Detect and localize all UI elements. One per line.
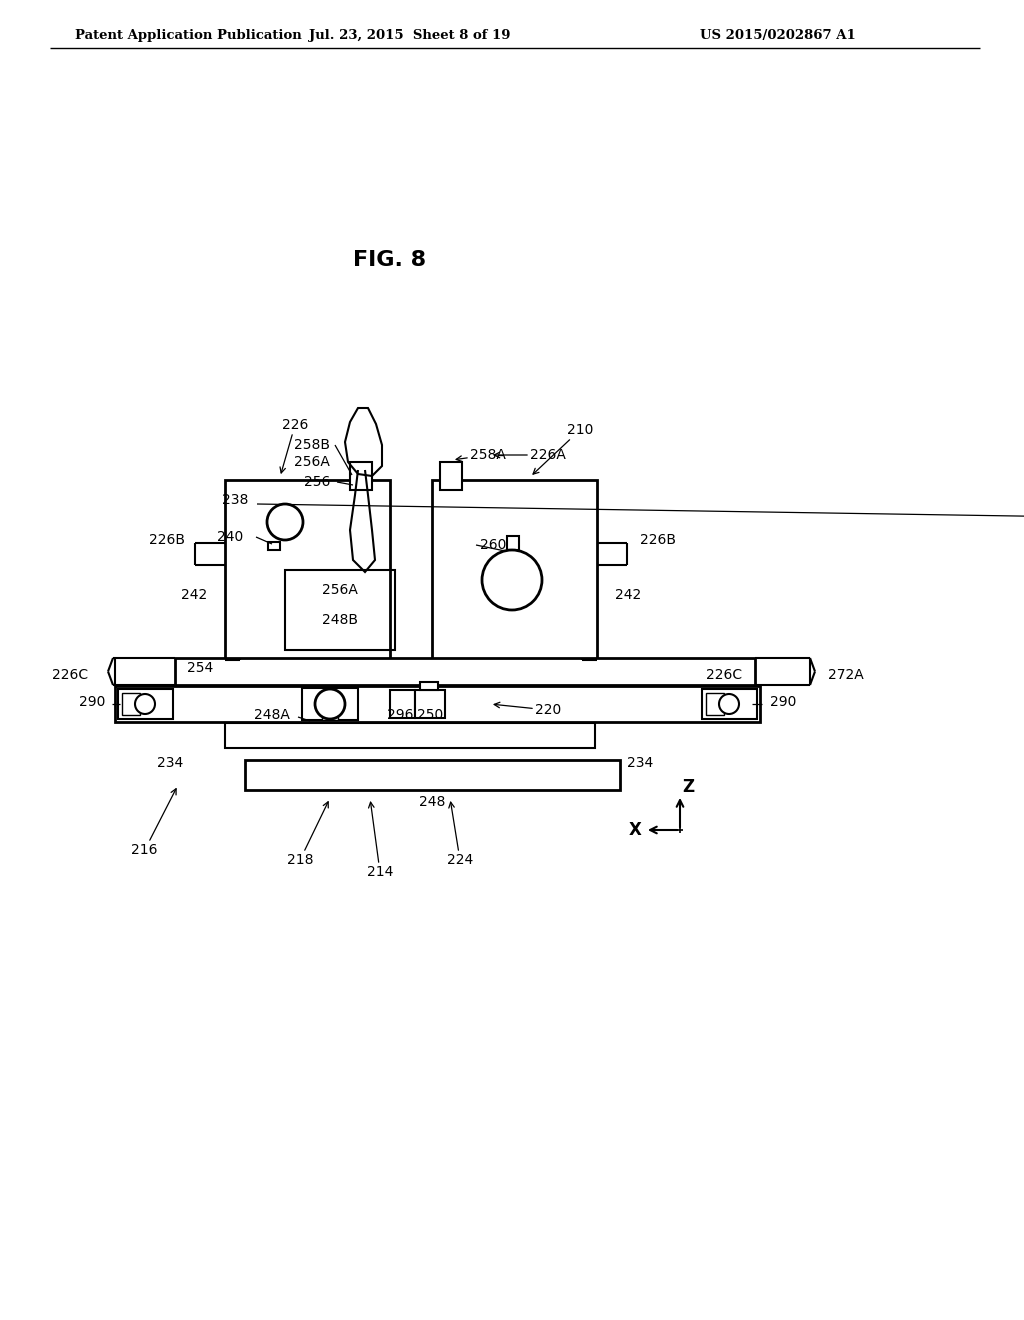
Text: 226: 226: [280, 418, 308, 473]
Bar: [122, 693, 140, 715]
Bar: [420, 682, 438, 690]
Text: FIG. 8: FIG. 8: [353, 249, 427, 271]
Bar: [432, 480, 597, 660]
Text: X: X: [629, 821, 641, 840]
Text: 256A: 256A: [294, 455, 330, 469]
Circle shape: [267, 504, 303, 540]
Bar: [706, 693, 724, 715]
Text: 220: 220: [495, 702, 561, 717]
Text: 234: 234: [627, 756, 653, 770]
Bar: [268, 543, 280, 550]
Text: 254: 254: [186, 661, 213, 675]
Text: 238: 238: [221, 492, 248, 507]
Circle shape: [135, 694, 155, 714]
Text: 218: 218: [287, 801, 329, 867]
Text: 242: 242: [181, 587, 207, 602]
Circle shape: [719, 694, 739, 714]
Text: 226B: 226B: [150, 533, 185, 546]
Bar: [507, 536, 519, 550]
Text: 256: 256: [304, 475, 330, 488]
Text: US 2015/0202867 A1: US 2015/0202867 A1: [700, 29, 856, 41]
Text: Patent Application Publication: Patent Application Publication: [75, 29, 302, 41]
Bar: [175, 657, 755, 685]
Bar: [390, 690, 415, 718]
Text: 256A: 256A: [323, 583, 358, 597]
Text: Jul. 23, 2015  Sheet 8 of 19: Jul. 23, 2015 Sheet 8 of 19: [309, 29, 511, 41]
Bar: [440, 462, 462, 490]
Text: 240: 240: [217, 531, 243, 544]
Text: 242: 242: [615, 587, 641, 602]
Bar: [415, 690, 445, 718]
Bar: [350, 462, 372, 490]
Circle shape: [482, 550, 542, 610]
Text: 248: 248: [419, 795, 445, 809]
Text: 258B: 258B: [294, 438, 330, 451]
Text: 234: 234: [157, 756, 183, 770]
Text: 258A: 258A: [456, 447, 506, 462]
Text: 226B: 226B: [640, 533, 676, 546]
Bar: [225, 480, 390, 660]
Text: 214: 214: [367, 803, 393, 879]
Text: 226A: 226A: [495, 447, 566, 462]
Text: 250: 250: [417, 708, 443, 722]
Bar: [245, 760, 620, 789]
Text: 272A: 272A: [828, 668, 864, 682]
Text: 296: 296: [387, 708, 414, 722]
Bar: [302, 688, 358, 719]
Text: 226C: 226C: [706, 668, 742, 682]
Bar: [225, 723, 595, 748]
Text: 248B: 248B: [322, 612, 358, 627]
Bar: [322, 711, 338, 719]
Bar: [285, 570, 395, 649]
Bar: [118, 689, 173, 719]
Text: 224: 224: [446, 803, 473, 867]
Text: 210: 210: [534, 422, 593, 474]
Text: 226C: 226C: [52, 668, 88, 682]
Text: 216: 216: [131, 789, 176, 857]
Text: 260: 260: [480, 539, 507, 552]
Circle shape: [315, 689, 345, 719]
Text: Z: Z: [682, 777, 694, 796]
Text: 290: 290: [770, 696, 797, 709]
Bar: [702, 689, 757, 719]
Bar: [115, 686, 760, 722]
Text: 248A: 248A: [254, 708, 290, 722]
Text: 290: 290: [79, 696, 105, 709]
